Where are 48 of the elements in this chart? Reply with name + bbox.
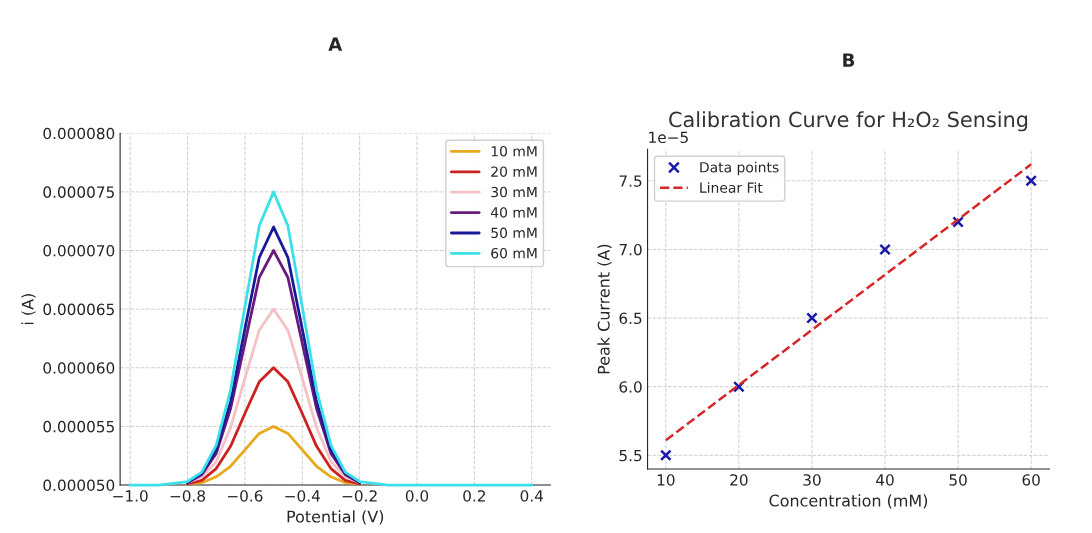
point [879, 243, 891, 256]
point [952, 216, 964, 228]
y-tick-label: 6.0 [619, 381, 642, 393]
point [659, 449, 672, 462]
x-tick-label: 50 [949, 474, 967, 486]
y-tick-label: 0.000075 [43, 186, 114, 198]
y-axis-title: Peak Current (A) [597, 244, 612, 374]
y-tick-label: 0.000070 [43, 244, 115, 257]
x-tick-label: 30 [803, 474, 821, 486]
y-tick-label: 0.000055 [43, 420, 114, 433]
x-tick-label: −0.6 [227, 490, 263, 502]
legend-label: Data points [700, 161, 779, 176]
x-tick-label: 40 [876, 474, 894, 486]
line-series [186, 366, 362, 486]
chart-title: A [328, 37, 343, 51]
chart-subtitle: Calibration Curve for H₂O₂ Sensing [669, 111, 1028, 132]
y-tick-label: 0.000060 [43, 362, 115, 374]
x-tick-label: 0.2 [463, 490, 485, 502]
legend-label: 60 mM [491, 247, 537, 259]
x-tick-label: 0.0 [405, 490, 429, 502]
legend-label: 20 mM [491, 166, 537, 177]
y-tick-label: 7.0 [619, 243, 642, 256]
y-axis-title: i (A) [21, 294, 36, 325]
point [1025, 174, 1038, 187]
x-tick-label: −0.8 [170, 490, 206, 502]
legend-label: 30 mM [491, 186, 537, 198]
x-tick-label: 0.4 [520, 490, 544, 502]
y-tick-label: 7.5 [619, 175, 642, 187]
x-tick-label: 10 [657, 474, 675, 486]
legend-label: 50 mM [491, 227, 537, 239]
legend-label: 40 mM [490, 207, 537, 218]
chart-title: B [843, 53, 855, 67]
x-tick-label: −0.2 [342, 490, 377, 502]
text: 1e−5 [649, 131, 688, 144]
x-tick-label: −0.4 [285, 490, 320, 502]
x-tick-label: 60 [1022, 474, 1040, 486]
point [806, 312, 818, 324]
y-tick-label: 0.000050 [43, 479, 115, 492]
x-tick-label: −1.0 [113, 490, 148, 502]
y-tick-label: 0.000065 [43, 303, 114, 316]
x-axis-title: Potential (V) [287, 510, 384, 525]
y-tick-label: 0.000080 [43, 127, 115, 140]
x-tick-label: 20 [730, 474, 748, 486]
legend-label: Linear Fit [700, 182, 763, 193]
legend-label: 10 mM [491, 146, 537, 157]
y-tick-label: 6.5 [619, 312, 642, 325]
y-tick-label: 5.5 [619, 449, 642, 462]
x-axis-title: Concentration (mM) [769, 494, 928, 509]
